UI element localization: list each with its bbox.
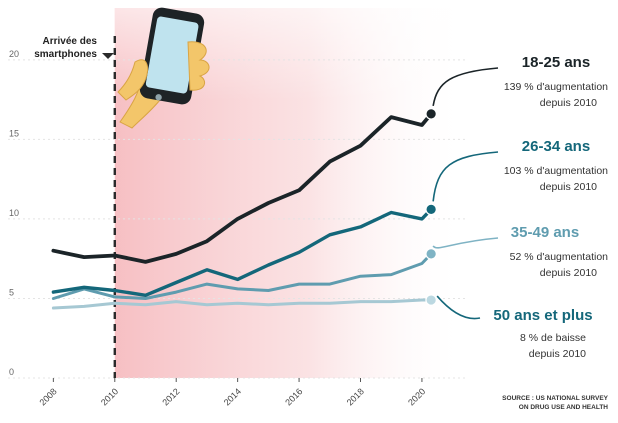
label-50-plus-sub-1: 8 % de baisse: [520, 332, 586, 344]
series-end-marker: [425, 294, 437, 306]
series-line-50-ans-et-plus: [51, 298, 433, 310]
arrow-down-icon: [102, 53, 114, 59]
label-18-25-sub-1: 139 % d'augmentation: [504, 81, 608, 93]
smartphone-label-line-2: smartphones: [34, 49, 97, 60]
y-tick-label: 0: [9, 367, 14, 377]
series-end-marker: [425, 203, 437, 216]
series-lines: [51, 112, 434, 310]
label-26-34-title: 26-34 ans: [522, 138, 590, 155]
label-leader: [432, 151, 499, 202]
label-18-25: 18-25 ans 139 % d'augmentation depuis 20…: [504, 54, 608, 109]
source-line-2: ON DRUG USE AND HEALTH: [519, 404, 609, 411]
hand-holding-phone-icon: [117, 7, 210, 129]
x-tick-label: 2010: [99, 386, 120, 407]
series-line-18-25-ans: [51, 112, 434, 264]
label-35-49-sub-1: 52 % d'augmentation: [510, 251, 608, 263]
label-26-34-sub-2: depuis 2010: [540, 181, 597, 193]
label-26-34-sub-1: 103 % d'augmentation: [504, 165, 608, 177]
label-18-25-title: 18-25 ans: [522, 54, 590, 71]
x-tick-label: 2014: [222, 386, 243, 407]
label-50-plus-title: 50 ans et plus: [493, 307, 592, 324]
x-tick-label: 2018: [345, 386, 366, 407]
label-leader: [436, 295, 481, 320]
y-tick-label: 20: [9, 49, 19, 59]
label-18-25-sub-2: depuis 2010: [540, 97, 597, 109]
series-end-marker: [425, 248, 437, 260]
x-axis-ticks: 2008 2010 2012 2014 2016 2018 2020: [38, 378, 427, 408]
x-tick-label: 2016: [283, 386, 304, 407]
label-35-49-title: 35-49 ans: [511, 224, 579, 241]
x-tick-label: 2020: [406, 386, 427, 407]
label-50-plus: 50 ans et plus 8 % de baisse depuis 2010: [493, 307, 592, 360]
y-tick-label: 15: [9, 128, 19, 138]
y-axis-ticks: 0 5 10 15 20: [9, 49, 19, 377]
series-end-marker: [425, 108, 437, 120]
x-tick-label: 2008: [38, 386, 59, 407]
label-35-49: 35-49 ans 52 % d'augmentation depuis 201…: [510, 224, 608, 279]
label-50-plus-sub-2: depuis 2010: [529, 348, 586, 360]
smartphone-label: Arrivée des smartphones: [34, 36, 114, 60]
series-line-35-49-ans: [51, 252, 433, 300]
source-note: SOURCE : US NATIONAL SURVEY ON DRUG USE …: [502, 395, 608, 411]
y-tick-label: 5: [9, 287, 14, 297]
source-line-1: SOURCE : US NATIONAL SURVEY: [502, 395, 608, 402]
label-26-34: 26-34 ans 103 % d'augmentation depuis 20…: [504, 138, 608, 193]
smartphone-label-line-1: Arrivée des: [43, 36, 98, 47]
series-end-markers: [425, 108, 437, 306]
x-tick-label: 2012: [160, 386, 181, 407]
label-leader: [432, 67, 499, 107]
y-tick-label: 10: [9, 208, 19, 218]
label-35-49-sub-2: depuis 2010: [540, 267, 597, 279]
series-line-26-34-ans: [51, 207, 433, 297]
label-leader: [432, 237, 499, 249]
label-leaders: [432, 67, 499, 320]
